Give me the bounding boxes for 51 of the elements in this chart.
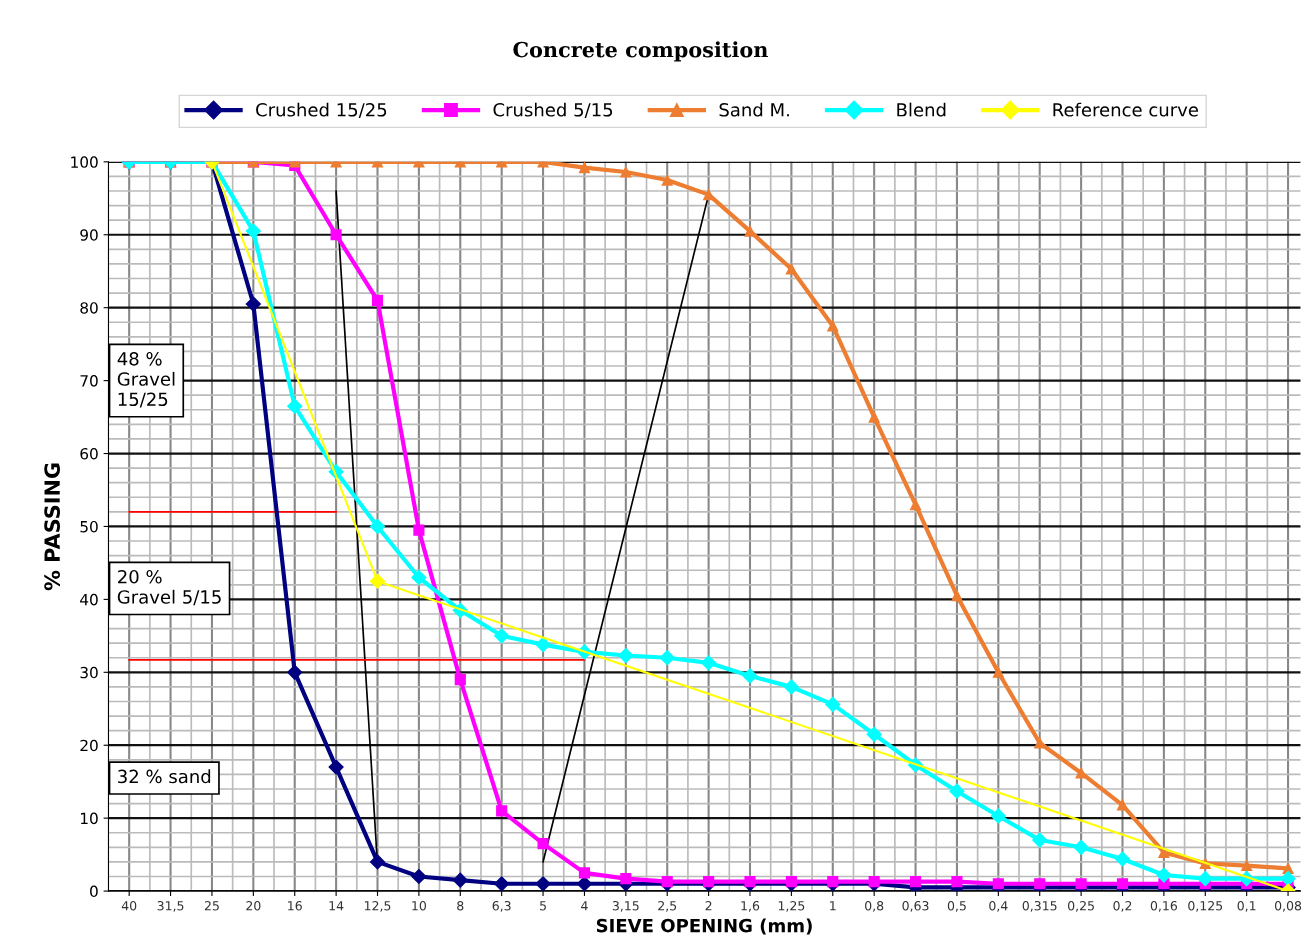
- x-tick-label: 0,63: [902, 901, 929, 912]
- y-axis-title: % PASSING: [44, 463, 61, 591]
- x-tick-label: 16: [288, 901, 302, 911]
- annotation: 32 % sand: [118, 769, 211, 784]
- legend-label: Blend: [897, 102, 946, 117]
- chart-title: Concrete composition: [513, 41, 768, 62]
- x-tick-label: 2: [705, 901, 712, 911]
- annotation: 20 % Gravel 5/15: [117, 569, 221, 606]
- annotation: 48 % Gravel 15/25: [117, 351, 175, 408]
- y-tick-label: 90: [80, 229, 98, 241]
- legend-label: Crushed 15/25: [256, 102, 387, 119]
- x-tick-label: 3,15: [612, 901, 639, 912]
- y-tick-label: 70: [80, 375, 98, 387]
- x-tick-label: 1,6: [741, 901, 760, 912]
- y-tick-label: 50: [80, 520, 98, 533]
- y-tick-label: 10: [81, 812, 98, 825]
- x-tick-label: 31,5: [157, 901, 184, 912]
- y-tick-label: 40: [80, 593, 98, 606]
- x-tick-label: 2,5: [658, 901, 677, 912]
- x-tick-label: 10: [412, 901, 427, 911]
- x-tick-label: 14: [329, 901, 344, 911]
- y-tick-label: 0: [90, 885, 98, 898]
- y-tick-label: 20: [80, 739, 98, 752]
- x-tick-label: 8: [457, 901, 464, 911]
- x-tick-label: 0,1: [1237, 901, 1256, 912]
- x-tick-label: 0,2: [1113, 901, 1132, 912]
- legend-label: Reference curve: [1053, 102, 1198, 117]
- x-tick-label: 0,16: [1150, 901, 1178, 912]
- x-tick-label: 0,315: [1022, 901, 1057, 912]
- legend-label: Sand M.: [719, 102, 789, 117]
- x-tick-label: 0,25: [1068, 901, 1094, 912]
- x-tick-label: 20: [246, 901, 261, 911]
- y-tick-label: 30: [80, 666, 98, 679]
- x-tick-label: 1: [830, 901, 836, 911]
- x-tick-label: 6,3: [492, 901, 511, 912]
- x-tick-label: 25: [204, 901, 219, 911]
- x-tick-label: 4: [581, 901, 588, 911]
- x-tick-label: 5: [540, 901, 546, 911]
- x-tick-label: 0,5: [947, 901, 966, 912]
- x-tick-label: 1,25: [778, 901, 805, 912]
- x-tick-label: 0,08: [1274, 901, 1302, 912]
- y-tick-label: 60: [80, 448, 98, 460]
- x-tick-label: 0,8: [865, 901, 884, 912]
- x-tick-label: 40: [121, 901, 137, 911]
- legend-label: Crushed 5/15: [493, 102, 613, 119]
- x-axis-title: SIEVE OPENING (mm): [596, 918, 812, 935]
- x-tick-label: 12,5: [364, 901, 391, 912]
- y-tick-label: 100: [71, 156, 98, 168]
- y-tick-label: 80: [80, 302, 98, 314]
- x-tick-label: 0,4: [989, 901, 1008, 912]
- x-tick-label: 0,125: [1188, 901, 1223, 912]
